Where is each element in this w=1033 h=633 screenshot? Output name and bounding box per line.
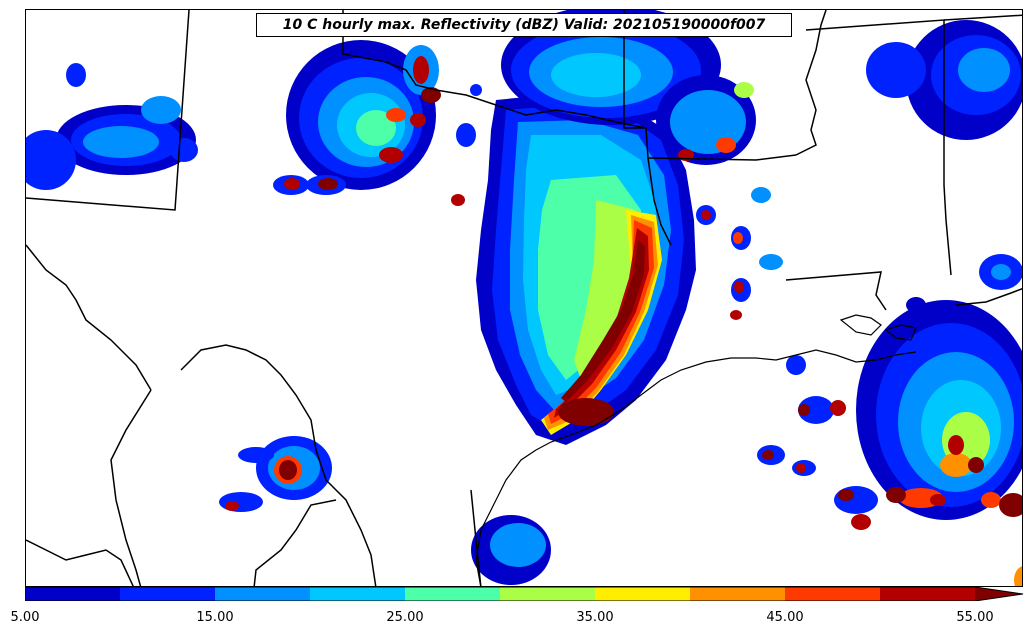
colorbar-tick-label: 45.00 — [766, 610, 804, 625]
colorbar-tick-label: 25.00 — [386, 610, 424, 625]
reflectivity-map — [25, 9, 1023, 587]
colorbar-segment — [500, 587, 596, 601]
colorbar-extend-arrow — [975, 587, 1023, 601]
colorbar-tick-label: 5.00 — [10, 610, 40, 625]
colorbar-segment — [215, 587, 311, 601]
colorbar-segment — [595, 587, 691, 601]
colorbar-tick-label: 35.00 — [576, 610, 614, 625]
storm-system-east-texas — [476, 90, 696, 445]
storm-cells-east — [696, 20, 1022, 586]
colorbar-tick-label: 15.00 — [196, 610, 234, 625]
colorbar — [25, 587, 1024, 601]
colorbar-tick-label: 55.00 — [956, 610, 994, 625]
map-title: 10 C hourly max. Reflectivity (dBZ) Vali… — [256, 13, 792, 37]
political-boundaries — [26, 10, 1022, 586]
colorbar-segment — [25, 587, 121, 601]
storm-cells-southwest — [219, 436, 551, 585]
colorbar-segment — [880, 587, 976, 601]
colorbar-segment — [690, 587, 786, 601]
colorbar-segment — [405, 587, 501, 601]
map-canvas — [26, 10, 1022, 586]
colorbar-segment — [785, 587, 881, 601]
colorbar-segment — [120, 587, 216, 601]
storm-cells-west — [26, 63, 198, 190]
colorbar-outline — [25, 587, 1024, 601]
storm-cells-north — [273, 10, 756, 206]
colorbar-segment — [310, 587, 406, 601]
gulf-coastline — [475, 314, 917, 586]
